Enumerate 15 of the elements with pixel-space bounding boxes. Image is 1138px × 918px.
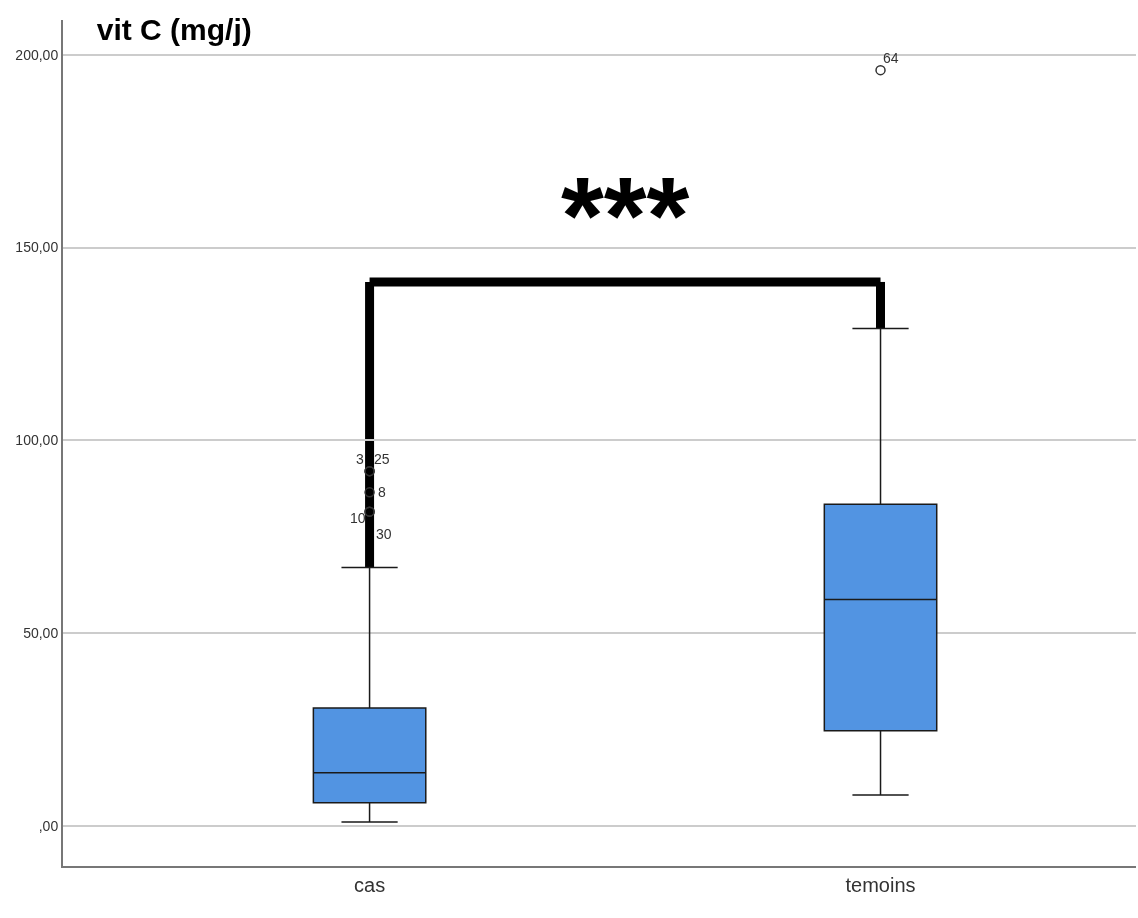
y-tick-label: 200,00 bbox=[15, 46, 59, 63]
annotation: 10 bbox=[350, 510, 366, 526]
annotation: 30 bbox=[376, 526, 392, 542]
annotation: *** bbox=[561, 153, 690, 276]
annotation: 64 bbox=[883, 50, 899, 66]
annotation: 8 bbox=[378, 484, 386, 500]
y-tick-label: 150,00 bbox=[15, 239, 59, 256]
annotation: 3 bbox=[356, 451, 364, 467]
annotation: 25 bbox=[374, 451, 390, 467]
x-tick-label: temoins bbox=[845, 874, 916, 896]
y-tick-label: 50,00 bbox=[23, 625, 59, 641]
chart-title: vit C (mg/j) bbox=[96, 12, 252, 46]
x-tick-label: cas bbox=[354, 874, 386, 896]
y-tick-label: 100,00 bbox=[15, 432, 59, 449]
y-tick-label: ,00 bbox=[38, 817, 59, 834]
